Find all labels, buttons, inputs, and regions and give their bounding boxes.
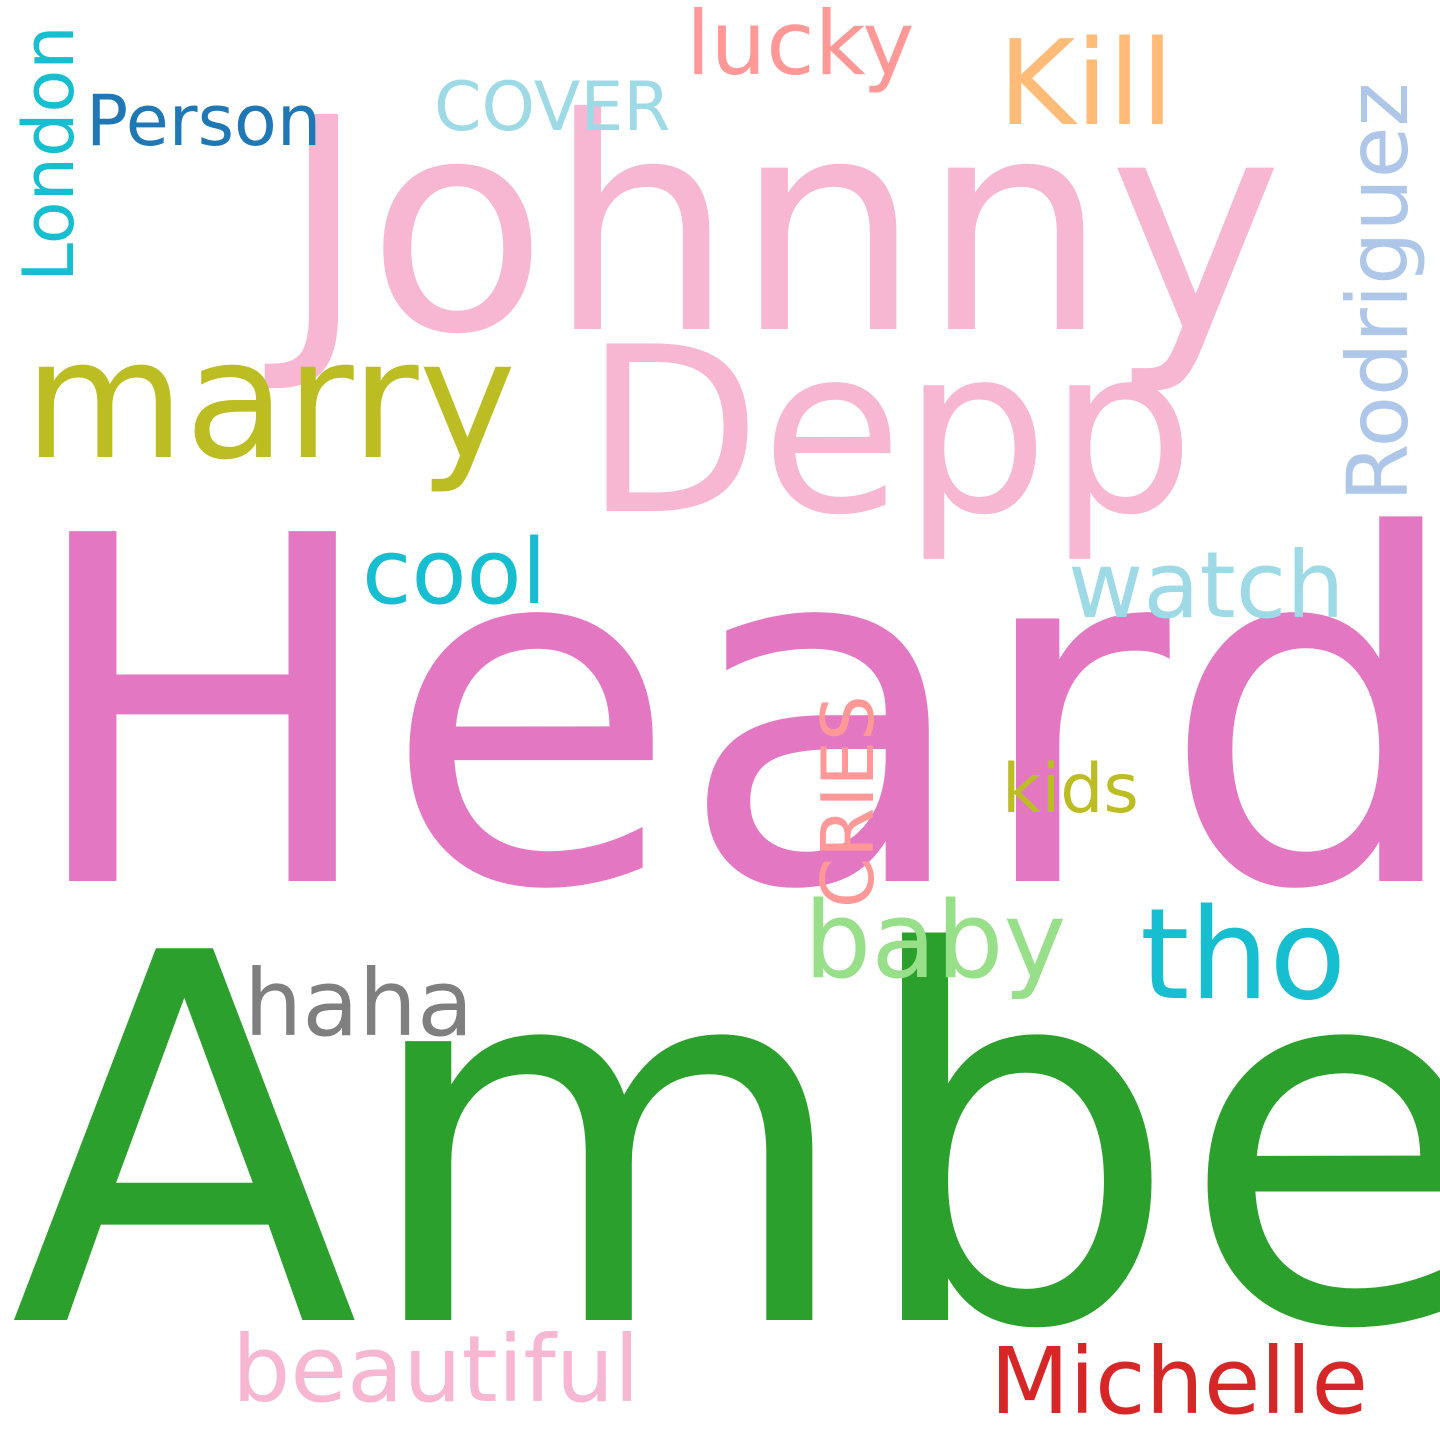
word-depp: Depp [584,299,1195,566]
word-kill: Kill [998,14,1174,152]
word-london: London [8,25,90,282]
word-cool: cool [362,520,547,625]
word-baby: baby [804,879,1067,1002]
word-tho: tho [1140,881,1347,1028]
word-heard: Heard [22,436,1440,995]
word-cover: COVER [434,68,671,147]
word-amber: Amber [10,848,1440,1440]
word-marry: marry [24,304,517,496]
word-johnny: Johnny [280,55,1283,399]
word-beautiful: beautiful [232,1316,640,1423]
word-haha: haha [244,950,474,1057]
word-cries: CRIES [806,695,890,908]
word-person: Person [86,80,322,162]
word-michelle: Michelle [990,1328,1369,1435]
word-watch: watch [1068,532,1345,639]
word-lucky: lucky [686,0,915,95]
word-kids: kids [1002,750,1139,829]
word-rodriguez: Rodriguez [1329,82,1427,502]
